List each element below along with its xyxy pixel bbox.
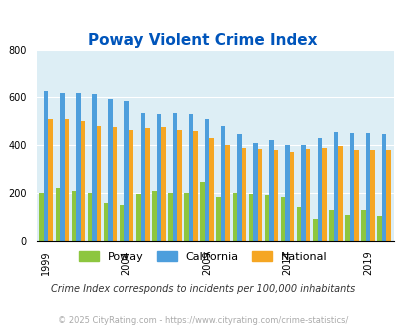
Bar bbox=[96, 126, 101, 241]
Bar bbox=[237, 134, 241, 241]
Legend: Poway, California, National: Poway, California, National bbox=[74, 247, 331, 267]
Bar bbox=[44, 91, 48, 241]
Bar bbox=[321, 148, 326, 241]
Bar bbox=[344, 214, 349, 241]
Text: Poway Violent Crime Index: Poway Violent Crime Index bbox=[88, 33, 317, 48]
Bar bbox=[301, 145, 305, 241]
Bar bbox=[225, 145, 229, 241]
Bar bbox=[280, 197, 285, 241]
Bar bbox=[360, 210, 365, 241]
Bar bbox=[209, 138, 213, 241]
Bar bbox=[193, 131, 197, 241]
Bar bbox=[124, 101, 129, 241]
Bar bbox=[328, 210, 333, 241]
Bar bbox=[76, 92, 81, 241]
Bar bbox=[285, 145, 289, 241]
Bar bbox=[264, 195, 269, 241]
Bar bbox=[145, 128, 149, 241]
Bar bbox=[60, 92, 64, 241]
Bar bbox=[168, 193, 172, 241]
Bar bbox=[232, 193, 237, 241]
Bar bbox=[177, 130, 181, 241]
Bar bbox=[353, 150, 358, 241]
Bar bbox=[188, 114, 193, 241]
Bar bbox=[108, 99, 113, 241]
Bar bbox=[317, 138, 321, 241]
Bar bbox=[349, 133, 353, 241]
Bar bbox=[216, 197, 220, 241]
Bar bbox=[156, 114, 161, 241]
Bar bbox=[289, 152, 294, 241]
Bar bbox=[365, 133, 369, 241]
Bar bbox=[369, 150, 374, 241]
Bar bbox=[377, 216, 381, 241]
Bar bbox=[381, 134, 386, 241]
Bar bbox=[220, 126, 225, 241]
Bar bbox=[161, 127, 165, 241]
Bar bbox=[184, 193, 188, 241]
Bar bbox=[248, 194, 253, 241]
Bar bbox=[92, 94, 96, 241]
Bar bbox=[71, 191, 76, 241]
Bar bbox=[152, 191, 156, 241]
Bar bbox=[81, 121, 85, 241]
Bar bbox=[113, 127, 117, 241]
Bar bbox=[296, 208, 301, 241]
Bar bbox=[104, 203, 108, 241]
Bar bbox=[87, 193, 92, 241]
Bar bbox=[200, 182, 205, 241]
Bar bbox=[312, 219, 317, 241]
Bar bbox=[129, 130, 133, 241]
Text: © 2025 CityRating.com - https://www.cityrating.com/crime-statistics/: © 2025 CityRating.com - https://www.city… bbox=[58, 316, 347, 325]
Bar bbox=[333, 132, 337, 241]
Bar bbox=[273, 150, 277, 241]
Bar bbox=[64, 119, 69, 241]
Bar bbox=[241, 148, 245, 241]
Bar bbox=[48, 119, 53, 241]
Bar bbox=[136, 194, 140, 241]
Text: Crime Index corresponds to incidents per 100,000 inhabitants: Crime Index corresponds to incidents per… bbox=[51, 284, 354, 294]
Bar bbox=[386, 150, 390, 241]
Bar bbox=[205, 119, 209, 241]
Bar bbox=[55, 188, 60, 241]
Bar bbox=[269, 141, 273, 241]
Bar bbox=[172, 113, 177, 241]
Bar bbox=[305, 149, 310, 241]
Bar bbox=[140, 113, 145, 241]
Bar bbox=[337, 147, 342, 241]
Bar bbox=[253, 143, 257, 241]
Bar bbox=[119, 205, 124, 241]
Bar bbox=[257, 149, 262, 241]
Bar bbox=[39, 193, 44, 241]
